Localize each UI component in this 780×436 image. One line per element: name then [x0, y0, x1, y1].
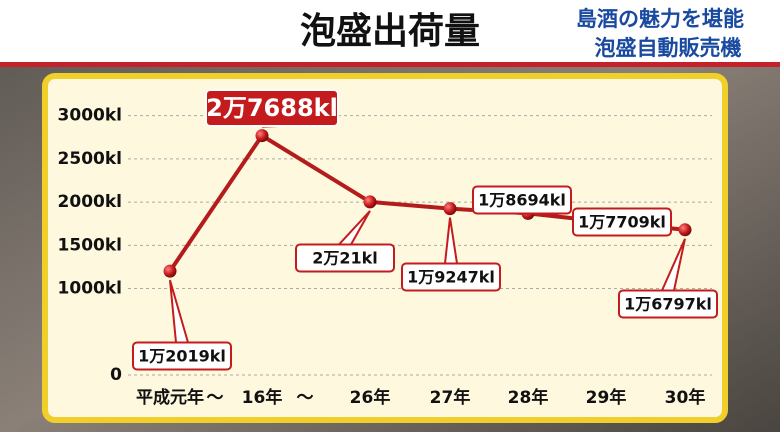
value-callout: 2万21kl — [295, 210, 395, 273]
data-label: 1万9247kl — [407, 268, 495, 287]
data-label: 1万2019kl — [138, 347, 226, 366]
callout-box — [618, 289, 718, 319]
data-label: 1万7709kl — [578, 213, 666, 232]
x-tick-label: 28年 — [508, 387, 549, 408]
data-label: 2万21kl — [312, 249, 378, 268]
callout-box — [401, 262, 501, 292]
banner-stripe — [0, 62, 780, 67]
data-point — [678, 223, 692, 237]
y-tick-label: 1000kl — [58, 279, 122, 299]
x-tick-label: 27年 — [430, 387, 471, 408]
value-callout: 1万2019kl — [132, 279, 232, 371]
x-separator: ～ — [207, 388, 224, 408]
data-point — [363, 195, 377, 209]
x-tick-label: 29年 — [586, 387, 627, 408]
x-separator: ～ — [297, 388, 314, 408]
subtitle: 島酒の魅力を堪能 — [576, 7, 744, 31]
data-label: 1万6797kl — [624, 295, 712, 314]
x-tick-label: 16年 — [242, 387, 283, 408]
data-label: 2万7688kl — [206, 94, 338, 122]
callout-box — [132, 341, 232, 371]
y-tick-label: 1500kl — [58, 235, 122, 255]
callout-box — [572, 207, 672, 237]
x-tick-label: 30年 — [665, 387, 706, 408]
value-callout: 1万8694kl — [472, 185, 572, 215]
banner — [0, 0, 780, 62]
subtitle: 泡盛自動販売機 — [595, 36, 742, 60]
chart-title: 泡盛出荷量 — [300, 11, 480, 52]
callout-box — [205, 89, 339, 127]
data-point — [443, 202, 457, 216]
y-tick-label: 3000kl — [58, 106, 122, 126]
y-tick-label: 0 — [110, 365, 122, 385]
data-point — [163, 264, 177, 278]
callout-box — [472, 185, 572, 215]
y-tick-label: 2500kl — [58, 149, 122, 169]
x-tick-label: 平成元年 — [136, 387, 204, 408]
data-point — [255, 129, 269, 143]
value-callout: 1万9247kl — [401, 217, 501, 292]
value-callout: 2万7688kl — [205, 89, 339, 128]
callout-box — [295, 243, 395, 273]
x-tick-label: 26年 — [350, 387, 391, 408]
data-label: 1万8694kl — [478, 191, 566, 210]
value-callout: 1万6797kl — [618, 238, 718, 319]
y-tick-label: 2000kl — [58, 192, 122, 212]
value-callout: 1万7709kl — [572, 207, 672, 237]
